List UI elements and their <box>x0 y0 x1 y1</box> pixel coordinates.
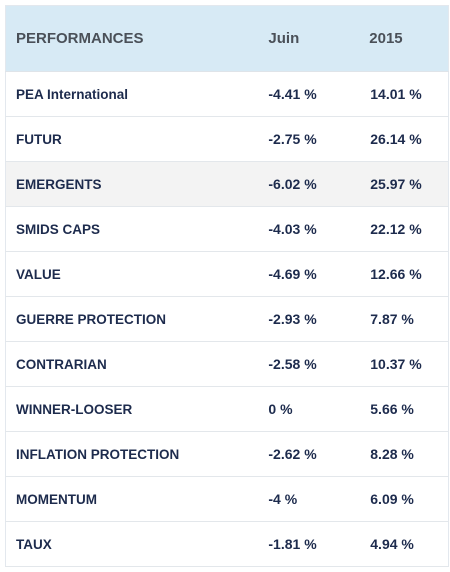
year-performance: 5.66 % <box>362 386 449 432</box>
table-row: GUERRE PROTECTION -2.93 % 7.87 % <box>5 296 449 342</box>
year-performance: 14.01 % <box>362 71 449 117</box>
fund-name: VALUE <box>5 251 257 297</box>
year-performance: 22.12 % <box>362 206 449 252</box>
month-performance: -4.03 % <box>256 206 363 252</box>
fund-name: TAUX <box>5 521 257 567</box>
year-performance: 25.97 % <box>362 161 449 207</box>
year-performance: 12.66 % <box>362 251 449 297</box>
table-header-row: PERFORMANCES Juin 2015 <box>5 5 449 72</box>
table-body: PEA International -4.41 % 14.01 % FUTUR … <box>5 71 449 567</box>
performance-table: PERFORMANCES Juin 2015 PEA International… <box>5 5 449 567</box>
table-row: TAUX -1.81 % 4.94 % <box>5 521 449 567</box>
month-performance: 0 % <box>256 386 363 432</box>
fund-name: EMERGENTS <box>5 161 257 207</box>
fund-name: SMIDS CAPS <box>5 206 257 252</box>
fund-name: INFLATION PROTECTION <box>5 431 257 477</box>
month-performance: -6.02 % <box>256 161 363 207</box>
fund-name: GUERRE PROTECTION <box>5 296 257 342</box>
month-performance: -1.81 % <box>256 521 363 567</box>
month-performance: -4.41 % <box>256 71 363 117</box>
header-month: Juin <box>256 5 363 72</box>
table-row: VALUE -4.69 % 12.66 % <box>5 251 449 297</box>
header-year: 2015 <box>362 5 449 72</box>
month-performance: -4 % <box>256 476 363 522</box>
month-performance: -2.62 % <box>256 431 363 477</box>
year-performance: 6.09 % <box>362 476 449 522</box>
table-row: INFLATION PROTECTION -2.62 % 8.28 % <box>5 431 449 477</box>
year-performance: 7.87 % <box>362 296 449 342</box>
table-row: EMERGENTS -6.02 % 25.97 % <box>5 161 449 207</box>
table-row: SMIDS CAPS -4.03 % 22.12 % <box>5 206 449 252</box>
fund-name: WINNER-LOOSER <box>5 386 257 432</box>
table-row: PEA International -4.41 % 14.01 % <box>5 71 449 117</box>
year-performance: 4.94 % <box>362 521 449 567</box>
month-performance: -2.93 % <box>256 296 363 342</box>
month-performance: -4.69 % <box>256 251 363 297</box>
year-performance: 26.14 % <box>362 116 449 162</box>
fund-name: PEA International <box>5 71 257 117</box>
fund-name: CONTRARIAN <box>5 341 257 387</box>
table-header: PERFORMANCES Juin 2015 <box>5 5 449 72</box>
year-performance: 8.28 % <box>362 431 449 477</box>
month-performance: -2.58 % <box>256 341 363 387</box>
table-row: CONTRARIAN -2.58 % 10.37 % <box>5 341 449 387</box>
table-row: FUTUR -2.75 % 26.14 % <box>5 116 449 162</box>
fund-name: MOMENTUM <box>5 476 257 522</box>
month-performance: -2.75 % <box>256 116 363 162</box>
fund-name: FUTUR <box>5 116 257 162</box>
table-row: MOMENTUM -4 % 6.09 % <box>5 476 449 522</box>
year-performance: 10.37 % <box>362 341 449 387</box>
header-performances: PERFORMANCES <box>5 5 257 72</box>
table-row: WINNER-LOOSER 0 % 5.66 % <box>5 386 449 432</box>
